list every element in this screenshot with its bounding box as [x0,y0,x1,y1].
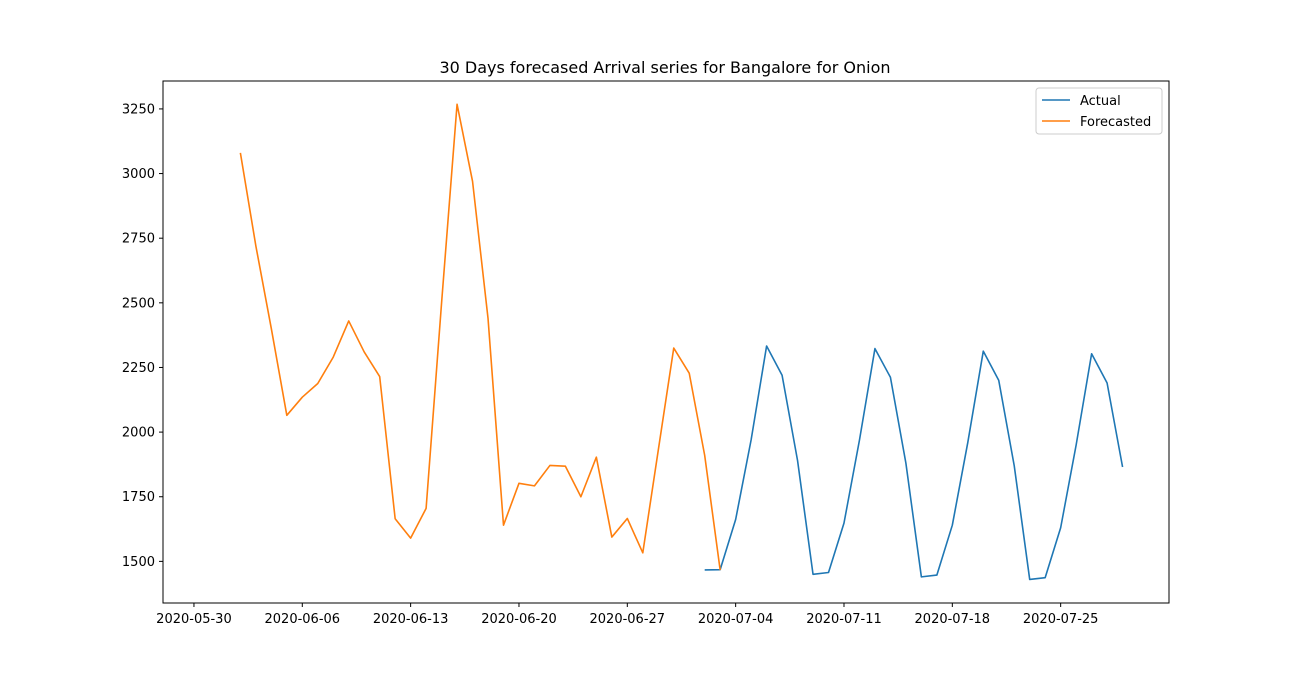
y-tick-label: 2500 [122,296,155,311]
y-axis: 1500 1750 2000 2250 2500 2750 3000 3250 [122,102,163,570]
legend-label: Actual [1080,94,1121,109]
y-tick-label: 2000 [122,426,155,441]
plot-series [239,103,1124,581]
y-tick-label: 2750 [122,232,155,247]
x-tick-label: 2020-07-25 [1023,612,1099,627]
x-tick-label: 2020-07-18 [915,612,991,627]
plot-frame [162,80,1170,604]
series-line-actual [704,345,1124,581]
y-tick-label: 1500 [122,555,155,570]
legend-label: Forecasted [1080,115,1151,130]
x-tick-label: 2020-07-11 [806,612,882,627]
chart-title: 30 Days forecased Arrival series for Ban… [439,58,890,77]
series-line-forecasted [239,103,721,571]
legend: Actual Forecasted [1035,87,1163,135]
x-tick-label: 2020-05-30 [156,612,232,627]
x-axis: 2020-05-30 2020-06-06 2020-06-13 2020-06-20… [156,603,1098,627]
y-tick-label: 1750 [122,490,155,505]
x-tick-label: 2020-06-06 [265,612,341,627]
y-tick-label: 2250 [122,361,155,376]
y-tick-label: 3250 [122,102,155,117]
y-tick-label: 3000 [122,167,155,182]
x-tick-label: 2020-06-20 [481,612,557,627]
x-tick-label: 2020-06-27 [590,612,666,627]
x-tick-label: 2020-06-13 [373,612,449,627]
x-tick-label: 2020-07-04 [698,612,774,627]
